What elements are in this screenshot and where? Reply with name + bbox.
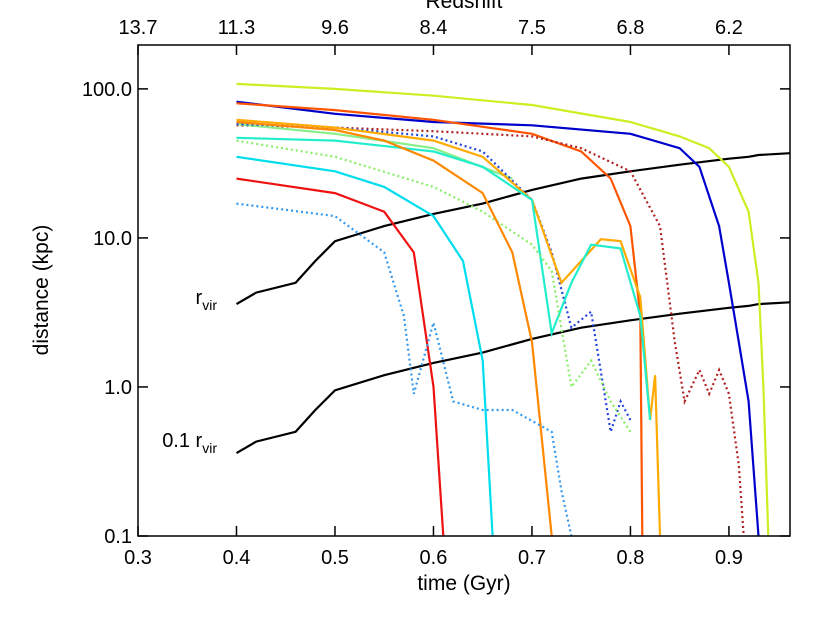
y-tick-label: 100.0 — [82, 79, 132, 101]
line-series — [236, 118, 662, 537]
line-series — [235, 301, 791, 455]
line-series — [236, 177, 445, 537]
x-tick-label: 0.7 — [518, 547, 546, 569]
x-tick-label: 0.5 — [321, 547, 349, 569]
y-tick-label: 10.0 — [93, 228, 132, 250]
y-tick-label: 1.0 — [104, 377, 132, 399]
line-series — [235, 152, 791, 306]
y-tick-label: 0.1 — [104, 526, 132, 548]
x-tick-label: 0.3 — [124, 547, 152, 569]
top-tick-label: 7.5 — [518, 17, 546, 39]
annotation-sub: vir — [202, 297, 217, 313]
x-tick-label: 0.8 — [617, 547, 645, 569]
top-axis-label: Redshift — [425, 0, 502, 13]
top-tick-label: 6.8 — [617, 17, 645, 39]
top-tick-label: 11.3 — [218, 17, 255, 39]
top-tick-label: 8.4 — [420, 17, 448, 39]
line-series — [236, 155, 494, 537]
x-tick-label: 0.9 — [715, 547, 743, 569]
top-tick-label: 9.6 — [321, 17, 349, 39]
x-tick-label: 0.4 — [223, 547, 251, 569]
line-series — [236, 100, 760, 537]
x-axis-label: time (Gyr) — [417, 572, 510, 595]
line-series — [236, 82, 770, 537]
plot-frame — [137, 44, 791, 537]
top-tick-label: 13.7 — [119, 17, 158, 39]
top-tick-label: 6.2 — [715, 17, 743, 39]
line-series — [236, 202, 573, 537]
annotation-text: 0.1 r — [162, 430, 202, 452]
line-series — [236, 120, 553, 537]
annotation: 0.1 rvir — [162, 430, 217, 456]
annotation: rvir — [196, 287, 218, 313]
line-series — [236, 139, 632, 433]
annotation-sub: vir — [202, 440, 217, 456]
x-tick-label: 0.6 — [420, 547, 448, 569]
y-axis-label: distance (kpc) — [30, 225, 53, 356]
annotation-text: r — [196, 287, 203, 309]
